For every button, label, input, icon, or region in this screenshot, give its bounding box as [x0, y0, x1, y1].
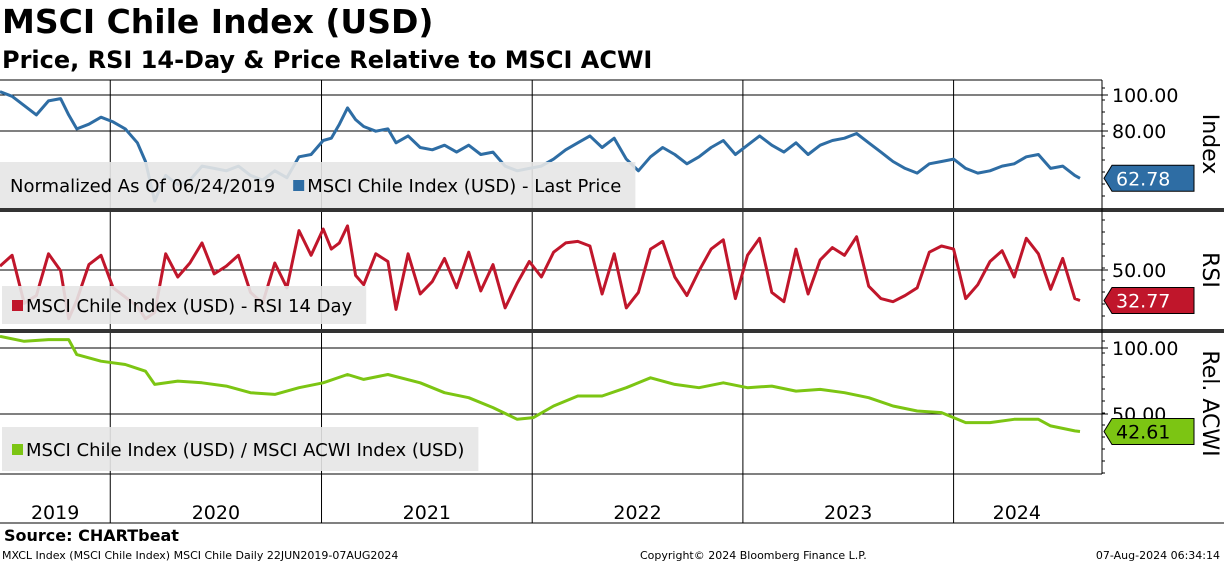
- x-tick-label-2020: 2020: [192, 502, 240, 524]
- footer-copyright: Copyright© 2024 Bloomberg Finance L.P.: [640, 549, 867, 562]
- x-tick-label-2019: 2019: [31, 502, 79, 524]
- relative-legend-swatch: [12, 444, 23, 455]
- price-axis-label: Index: [1197, 114, 1222, 175]
- relative-legend-box: [2, 427, 479, 471]
- panel-divider-2: [0, 329, 1224, 333]
- rsi-last-value-flag: [1103, 287, 1195, 315]
- price-y-tick-label-1: 80.00: [1112, 121, 1166, 143]
- rsi-axis-label: RSI: [1197, 252, 1222, 288]
- rsi-legend-swatch: [12, 300, 23, 311]
- x-tick-label-2023: 2023: [824, 502, 872, 524]
- price-last-value-label: 62.78: [1116, 168, 1170, 190]
- price-y-tick-label-0: 100.00: [1112, 85, 1178, 107]
- x-tick-label-2022: 2022: [613, 502, 661, 524]
- relative-legend-label: MSCI Chile Index (USD) / MSCI ACWI Index…: [26, 440, 464, 461]
- relative-y-tick-label-0: 100.00: [1112, 338, 1178, 360]
- x-tick-label-2021: 2021: [403, 502, 451, 524]
- panel-divider-1: [0, 208, 1224, 212]
- chart-subtitle: Price, RSI 14-Day & Price Relative to MS…: [2, 46, 653, 74]
- rsi-series-line: [0, 224, 1081, 321]
- chart-title: MSCI Chile Index (USD): [2, 2, 434, 41]
- price-legend-label: MSCI Chile Index (USD) - Last Price: [307, 176, 621, 197]
- rsi-y-tick-label-0: 50.00: [1112, 260, 1166, 282]
- source-label: Source: CHARTbeat: [4, 526, 179, 545]
- footer-ticker-info: MXCL Index (MSCI Chile Index) MSCI Chile…: [2, 549, 399, 562]
- rsi-legend-label: MSCI Chile Index (USD) - RSI 14 Day: [26, 296, 353, 317]
- x-tick-label-2024: 2024: [993, 502, 1041, 524]
- price-last-value-flag: [1103, 164, 1195, 192]
- price-legend-swatch: [293, 180, 305, 191]
- rsi-legend-box: [2, 286, 367, 324]
- relative-last-value-flag: [1103, 418, 1195, 446]
- legend-prefix: Normalized As Of 06/24/2019: [10, 176, 275, 197]
- footer-timestamp: 07-Aug-2024 06:34:14: [1095, 549, 1220, 562]
- relative-axis-label: Rel. ACWI: [1197, 350, 1222, 456]
- relative-series-line: [0, 334, 1081, 433]
- relative-last-value-label: 42.61: [1116, 422, 1170, 444]
- rsi-last-value-label: 32.77: [1116, 291, 1170, 313]
- price-legend-box: [0, 162, 636, 208]
